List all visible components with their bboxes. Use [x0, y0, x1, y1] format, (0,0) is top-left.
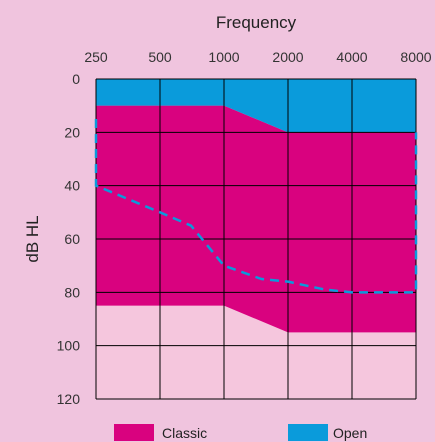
x-axis-title: Frequency — [216, 13, 297, 32]
y-tick-0: 0 — [72, 71, 80, 87]
y-tick-60: 60 — [64, 231, 80, 247]
area-bands — [96, 79, 416, 333]
y-tick-labels: 0 20 40 60 80 100 120 — [57, 71, 81, 407]
x-tick-4000: 4000 — [336, 49, 367, 65]
x-tick-1000: 1000 — [208, 49, 239, 65]
legend-label-open: Open — [333, 425, 367, 441]
legend-label-classic: Classic — [162, 425, 207, 441]
band-open — [96, 79, 416, 133]
y-tick-40: 40 — [64, 178, 80, 194]
y-tick-80: 80 — [64, 284, 80, 300]
y-axis-title: dB HL — [23, 215, 42, 262]
band-classic — [96, 105, 416, 333]
legend: Classic Open — [114, 424, 367, 441]
x-tick-8000: 8000 — [400, 49, 431, 65]
x-tick-500: 500 — [148, 49, 172, 65]
open-outline — [94, 119, 418, 294]
x-tick-2000: 2000 — [272, 49, 303, 65]
open-outline-line — [94, 119, 418, 294]
y-tick-100: 100 — [57, 338, 81, 354]
x-tick-250: 250 — [84, 49, 108, 65]
y-tick-120: 120 — [57, 391, 81, 407]
y-tick-20: 20 — [64, 124, 80, 140]
grid-lines — [95, 78, 417, 400]
x-tick-labels: 250 500 1000 2000 4000 8000 — [84, 49, 431, 65]
legend-swatch-classic — [114, 424, 154, 441]
legend-swatch-open — [288, 424, 328, 441]
